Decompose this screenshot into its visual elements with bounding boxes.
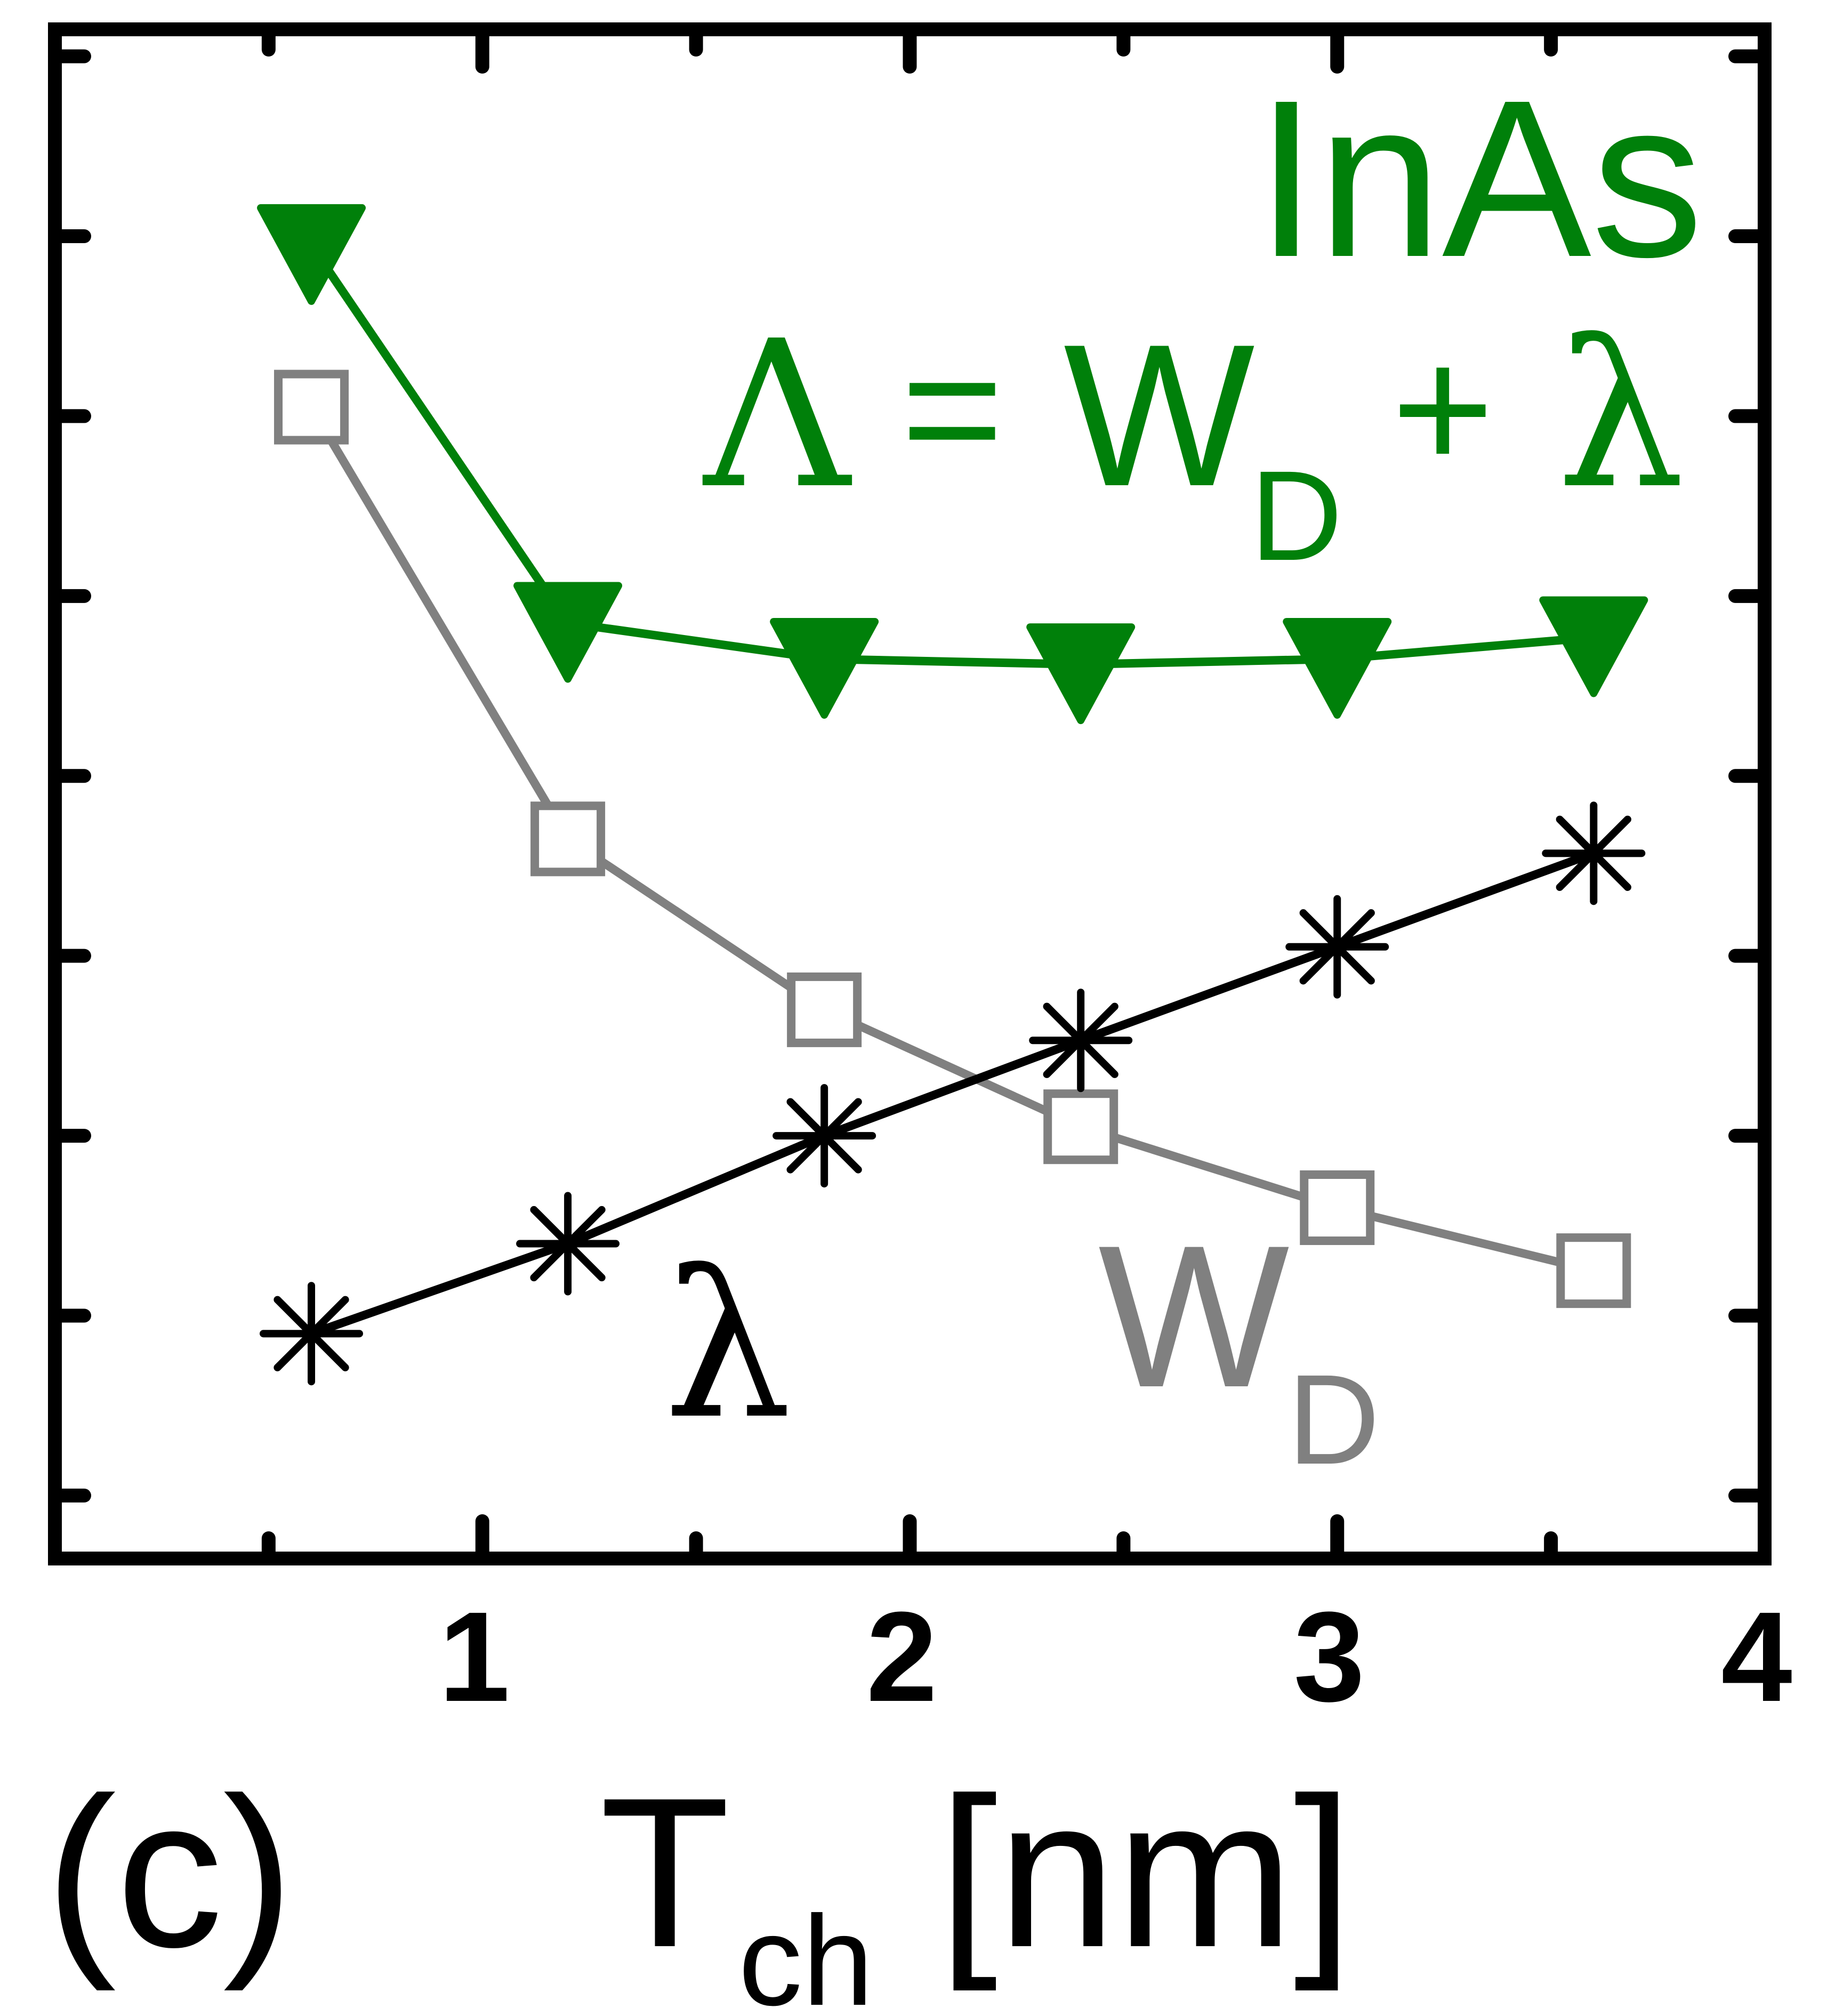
x-tick-label: 1	[439, 1585, 510, 1728]
series-line-lambda	[308, 243, 1594, 669]
asterisk-marker	[260, 1282, 364, 1386]
square-marker	[530, 801, 606, 877]
material-label: InAs	[1255, 54, 1703, 304]
formula-w-subscript: D	[1250, 444, 1342, 587]
x-tick-label: 4	[1721, 1585, 1792, 1728]
triangle-marker	[1283, 617, 1392, 719]
x-tick-label: 2	[866, 1585, 937, 1728]
formula-plus: +	[1391, 310, 1494, 507]
wd-label-subscript: D	[1287, 1348, 1380, 1491]
square-marker	[1043, 1089, 1118, 1164]
asterisk-stroke	[786, 1098, 862, 1174]
asterisk-stroke	[1556, 815, 1631, 891]
square-marker	[1556, 1233, 1631, 1308]
x-tick-label: 3	[1294, 1585, 1365, 1728]
x-axis-label-unit: [nm]	[938, 1753, 1353, 1993]
wd-series-label: W D	[1098, 1203, 1380, 1491]
square-marker	[274, 370, 349, 445]
asterisk-marker	[1542, 801, 1646, 905]
triangle-marker	[1026, 623, 1136, 725]
series-line-lambda	[310, 849, 1596, 1338]
wd-label-w: W	[1098, 1203, 1291, 1429]
asterisk-marker	[1029, 989, 1133, 1093]
triangle-marker	[257, 204, 366, 305]
series-line-wd	[308, 405, 1595, 1275]
triangle-marker	[513, 582, 623, 683]
asterisk-marker	[772, 1084, 876, 1188]
series-markers	[257, 204, 1648, 1386]
series-lines	[308, 243, 1596, 1338]
formula-equals: =	[901, 310, 1004, 507]
x-axis-label-main: T	[600, 1753, 730, 1991]
plot-frame	[48, 22, 1772, 1565]
square-marker	[787, 972, 862, 1047]
triangle-marker	[1539, 596, 1648, 697]
panel-label: (c)	[45, 1753, 294, 1993]
x-axis-label-subscript: ch	[738, 1889, 873, 2016]
triangle-marker	[770, 617, 879, 719]
asterisk-stroke	[530, 1206, 606, 1282]
x-tick-labels: 1 2 3 4	[439, 1585, 1792, 1728]
lambda-series-label: λ	[664, 1227, 792, 1464]
asterisk-stroke	[1299, 909, 1375, 985]
square-marker	[1300, 1170, 1375, 1246]
asterisk-stroke	[273, 1296, 349, 1371]
formula-capital-lambda: Λ	[701, 297, 852, 533]
asterisk-marker	[1285, 895, 1389, 999]
x-axis-label: T ch [nm]	[600, 1753, 1353, 2016]
formula-w: W	[1064, 302, 1257, 528]
formula-annotation: Λ = W D + λ	[701, 297, 1685, 587]
formula-small-lambda: λ	[1557, 297, 1685, 533]
asterisk-marker	[516, 1192, 620, 1296]
asterisk-stroke	[1043, 1002, 1118, 1078]
